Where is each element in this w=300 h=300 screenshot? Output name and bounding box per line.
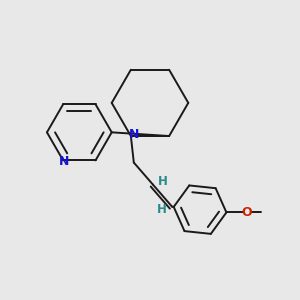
- Text: N: N: [129, 128, 140, 141]
- Text: N: N: [58, 155, 69, 168]
- Text: H: H: [158, 175, 167, 188]
- Text: O: O: [242, 206, 252, 219]
- Text: H: H: [157, 202, 167, 216]
